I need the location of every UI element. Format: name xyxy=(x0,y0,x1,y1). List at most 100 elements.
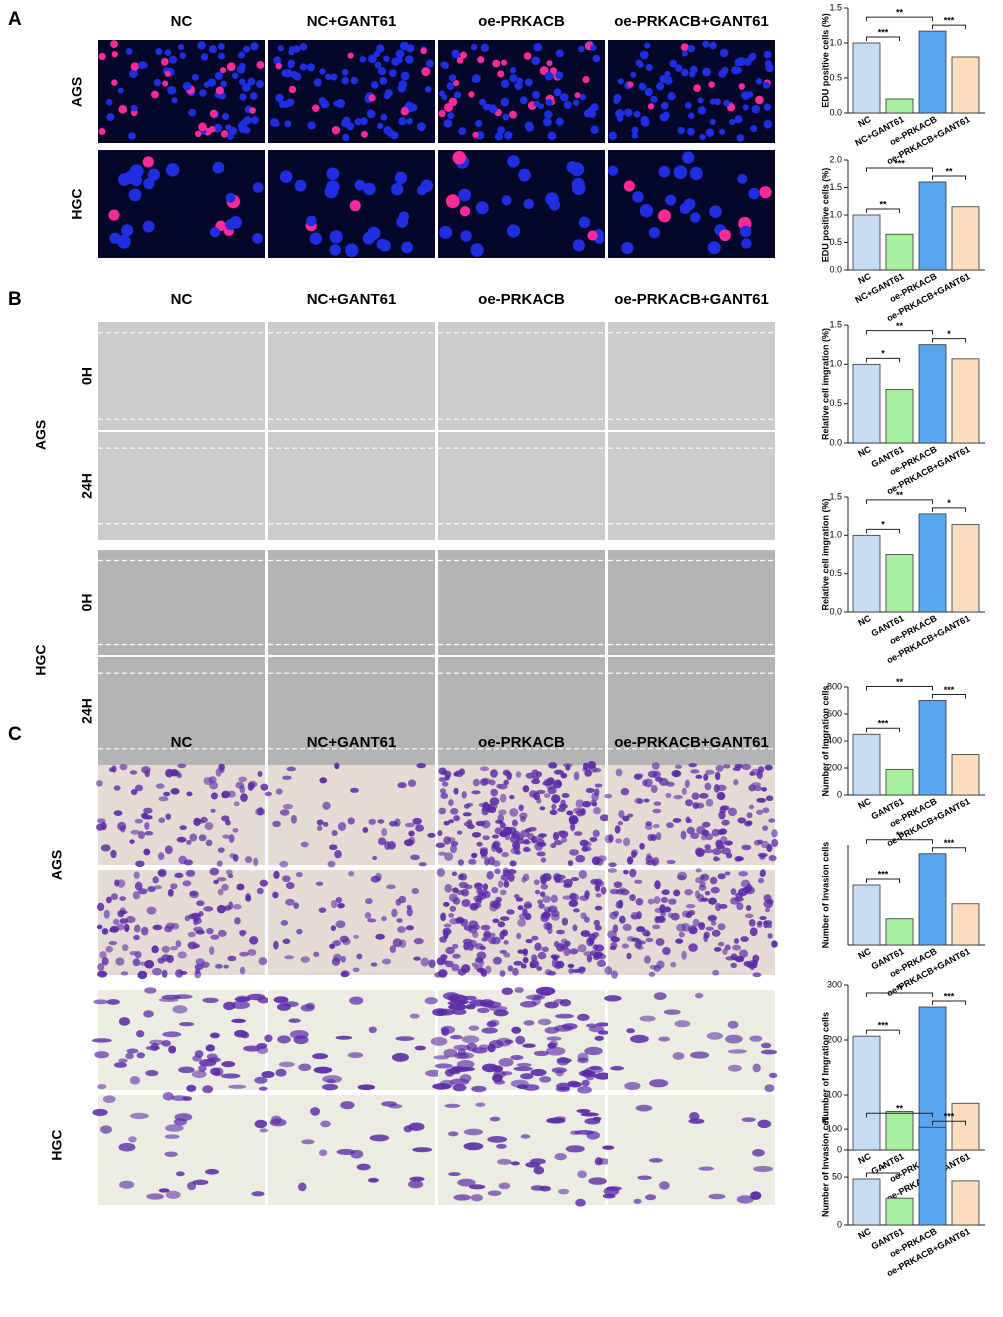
nucleus xyxy=(129,69,139,79)
stained-cell xyxy=(120,971,129,976)
stained-cell xyxy=(574,1130,595,1135)
nucleus xyxy=(416,185,427,196)
stained-cell xyxy=(192,913,201,922)
stained-cell xyxy=(330,925,337,932)
stained-cell xyxy=(622,923,632,932)
stained-cell xyxy=(249,936,259,945)
stained-cell xyxy=(658,778,669,786)
stained-cell xyxy=(335,1035,353,1040)
micrograph-bg xyxy=(608,40,775,143)
nucleus xyxy=(667,91,676,101)
stained-cell xyxy=(617,899,624,909)
stained-cell xyxy=(130,829,141,835)
stained-cell xyxy=(721,819,730,826)
stained-cell xyxy=(487,1135,508,1143)
stained-cell xyxy=(645,931,651,937)
nucleus xyxy=(509,66,517,74)
stained-cell xyxy=(129,839,135,844)
nucleus xyxy=(697,97,704,104)
nucleus xyxy=(523,52,532,60)
stained-cell xyxy=(471,790,481,795)
stained-cell xyxy=(748,804,755,810)
stained-cell xyxy=(645,855,654,863)
stained-cell xyxy=(654,880,661,890)
stained-cell xyxy=(554,961,562,970)
nucleus xyxy=(252,182,264,193)
stained-cell xyxy=(482,835,490,841)
panel-letter: B xyxy=(8,289,22,310)
nucleus xyxy=(128,132,136,140)
stained-cell xyxy=(712,969,720,976)
nucleus xyxy=(578,45,585,53)
y-tick-label: 2.0 xyxy=(829,154,842,164)
stained-cell xyxy=(356,1163,371,1171)
stained-cell xyxy=(704,890,711,896)
stained-cell xyxy=(105,896,112,904)
nucleus xyxy=(748,187,760,200)
stained-cell xyxy=(692,918,700,927)
stained-cell xyxy=(547,786,557,795)
stained-cell xyxy=(718,810,726,820)
stained-cell xyxy=(515,771,522,778)
stained-cell xyxy=(137,831,146,840)
stained-cell xyxy=(568,968,575,974)
bar xyxy=(951,1180,980,1226)
stained-cell xyxy=(178,1021,195,1027)
nucleus xyxy=(359,117,368,126)
stained-cell xyxy=(444,883,453,893)
stained-cell xyxy=(522,873,530,882)
stained-cell xyxy=(536,851,546,857)
stained-cell xyxy=(629,868,637,878)
stained-cell xyxy=(108,767,116,773)
nucleus xyxy=(378,239,391,252)
micrograph xyxy=(261,990,444,1091)
stained-cell xyxy=(591,856,601,866)
stained-cell xyxy=(602,1193,616,1199)
stained-cell xyxy=(450,1035,463,1040)
nucleus xyxy=(443,119,453,128)
stained-cell xyxy=(481,1027,498,1034)
stained-cell xyxy=(482,801,490,811)
nucleus xyxy=(468,91,475,98)
nucleus xyxy=(682,151,695,164)
stained-cell xyxy=(539,1076,552,1083)
stained-cell xyxy=(607,868,617,873)
stained-cell xyxy=(750,768,761,776)
stained-cell xyxy=(368,818,377,825)
stained-cell xyxy=(490,769,498,778)
nucleus xyxy=(689,166,703,181)
stained-cell xyxy=(253,857,259,867)
nucleus xyxy=(616,115,624,122)
nucleus xyxy=(590,44,597,51)
stained-cell xyxy=(561,792,570,798)
cell-line-label: AGS xyxy=(33,420,49,450)
stained-cell xyxy=(119,910,128,915)
micrograph xyxy=(268,322,435,430)
stained-cell xyxy=(735,892,744,899)
nucleus xyxy=(397,84,406,93)
nucleus xyxy=(738,83,746,90)
nucleus xyxy=(453,80,460,87)
stained-cell xyxy=(511,1026,522,1034)
stained-cell xyxy=(217,847,225,853)
nucleus xyxy=(506,224,521,238)
nucleus xyxy=(213,123,223,133)
x-tick-label: NC xyxy=(856,946,873,961)
nucleus xyxy=(762,81,770,89)
micrograph-bg xyxy=(438,432,605,540)
nucleus xyxy=(681,50,688,57)
stained-cell xyxy=(318,1149,328,1157)
stained-cell xyxy=(407,779,417,788)
nucleus xyxy=(650,95,658,103)
stained-cell xyxy=(342,938,351,946)
significance-label: * xyxy=(947,498,951,508)
nucleus xyxy=(689,65,698,74)
stained-cell xyxy=(476,841,483,847)
stained-cell xyxy=(595,1022,611,1027)
y-tick-label: 300 xyxy=(827,979,842,989)
stained-cell xyxy=(496,847,503,854)
stained-cell xyxy=(498,809,507,816)
stained-cell xyxy=(158,997,179,1003)
stained-cell xyxy=(434,1063,453,1069)
